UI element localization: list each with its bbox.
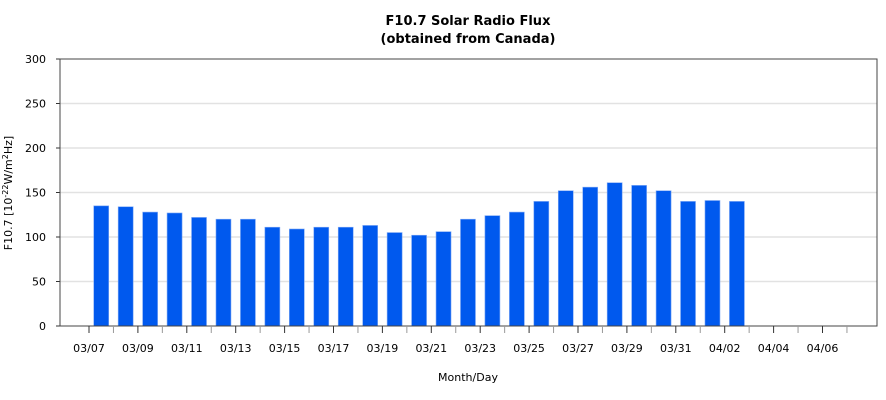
bar [460, 218, 476, 327]
bar [191, 217, 207, 327]
bar [93, 205, 110, 327]
x-tick-label: 03/09 [122, 342, 154, 355]
bar [362, 225, 378, 327]
x-tick-label: 03/17 [318, 342, 350, 355]
y-tick-label: 0 [39, 320, 46, 333]
y-tick-label: 300 [25, 53, 46, 66]
x-tick-label: 03/27 [562, 342, 594, 355]
bar [631, 185, 647, 327]
bar [386, 232, 403, 327]
bar [729, 201, 745, 327]
bar [533, 201, 550, 327]
bar [215, 218, 232, 327]
x-tick-label: 04/04 [758, 342, 790, 355]
bar [240, 218, 256, 327]
y-tick-label: 250 [25, 98, 46, 111]
bar [142, 211, 158, 327]
bar [289, 228, 305, 327]
bar [509, 211, 525, 327]
bar [166, 212, 183, 327]
x-axis-label: Month/Day [438, 371, 498, 384]
bar [582, 186, 599, 327]
bar [264, 226, 281, 327]
x-tick-label: 04/06 [807, 342, 839, 355]
bar [337, 226, 354, 327]
y-tick-label: 150 [25, 187, 46, 200]
bar [655, 190, 672, 327]
chart-title: F10.7 Solar Radio Flux [386, 14, 552, 29]
y-tick-label: 100 [25, 231, 46, 244]
bar [411, 234, 427, 327]
x-tick-label: 03/13 [220, 342, 252, 355]
bar [117, 206, 134, 327]
x-tick-label: 04/02 [709, 342, 741, 355]
bar [606, 182, 623, 327]
x-tick-label: 03/19 [367, 342, 399, 355]
plot-frame [59, 58, 878, 327]
bar [435, 231, 452, 327]
chart-subtitle: (obtained from Canada) [381, 32, 556, 47]
bar [313, 226, 330, 327]
x-tick-label: 03/07 [73, 342, 105, 355]
bar [704, 200, 721, 327]
x-tick-label: 03/31 [660, 342, 692, 355]
x-tick-label: 03/23 [464, 342, 496, 355]
x-tick-label: 03/11 [171, 342, 203, 355]
x-tick-label: 03/25 [513, 342, 545, 355]
x-tick-label: 03/29 [611, 342, 643, 355]
bar [484, 215, 501, 327]
y-tick-label: 50 [32, 276, 46, 289]
y-tick-label: 200 [25, 142, 46, 155]
y-axis-label: F10.7 [10-22W/m2Hz] [1, 136, 15, 250]
x-tick-label: 03/15 [269, 342, 301, 355]
bar [680, 201, 696, 327]
bar [557, 190, 574, 327]
x-tick-label: 03/21 [415, 342, 447, 355]
